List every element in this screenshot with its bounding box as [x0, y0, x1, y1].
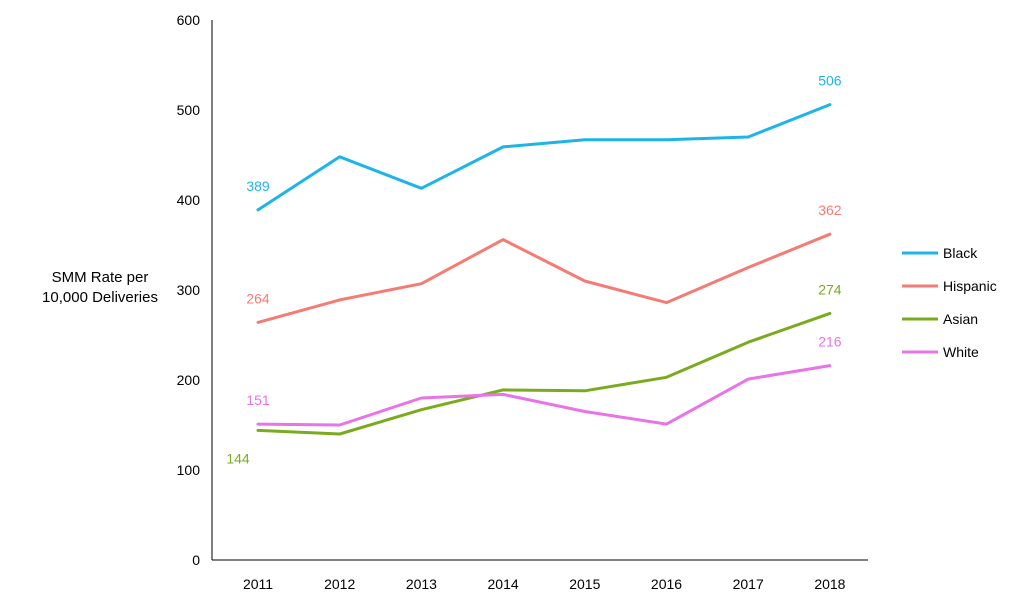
- series-line-black: [256, 103, 832, 212]
- y-tick-label-300: 300: [177, 282, 201, 298]
- data-label-hispanic-first: 264: [246, 290, 270, 306]
- y-axis-label: SMM Rate per 10,000 Deliveries: [20, 268, 180, 308]
- y-tick-label-200: 200: [177, 372, 201, 388]
- x-tick-label-2012: 2012: [324, 576, 355, 592]
- y-tick-label-0: 0: [192, 552, 200, 568]
- data-label-asian-first: 144: [226, 450, 250, 466]
- y-tick-label-600: 600: [177, 12, 201, 28]
- x-tick-label-2017: 2017: [733, 576, 764, 592]
- y-tick-label-100: 100: [177, 462, 201, 478]
- y-tick-label-400: 400: [177, 192, 201, 208]
- legend-label-white: White: [943, 344, 979, 360]
- x-tick-label-2013: 2013: [406, 576, 437, 592]
- x-tick-label-2016: 2016: [651, 576, 682, 592]
- series-line-hispanic: [256, 232, 832, 324]
- x-tick-label-2014: 2014: [488, 576, 519, 592]
- y-axis-label-line2: 10,000 Deliveries: [42, 289, 158, 306]
- y-tick-label-500: 500: [177, 102, 201, 118]
- y-axis-label-line1: SMM Rate per: [51, 269, 149, 286]
- data-label-asian-last: 274: [818, 281, 842, 297]
- legend-label-asian: Asian: [943, 311, 978, 327]
- x-tick-label-2018: 2018: [814, 576, 845, 592]
- x-tick-label-2011: 2011: [243, 576, 273, 592]
- data-label-white-first: 151: [246, 392, 270, 408]
- data-label-black-last: 506: [818, 73, 842, 89]
- series-line-white: [256, 364, 832, 427]
- data-label-white-last: 216: [818, 334, 842, 350]
- series-line-asian: [256, 311, 832, 436]
- data-label-black-first: 389: [246, 178, 270, 194]
- legend-label-hispanic: Hispanic: [943, 278, 997, 294]
- legend-label-black: Black: [943, 245, 978, 261]
- data-label-hispanic-last: 362: [818, 202, 842, 218]
- x-tick-label-2015: 2015: [569, 576, 600, 592]
